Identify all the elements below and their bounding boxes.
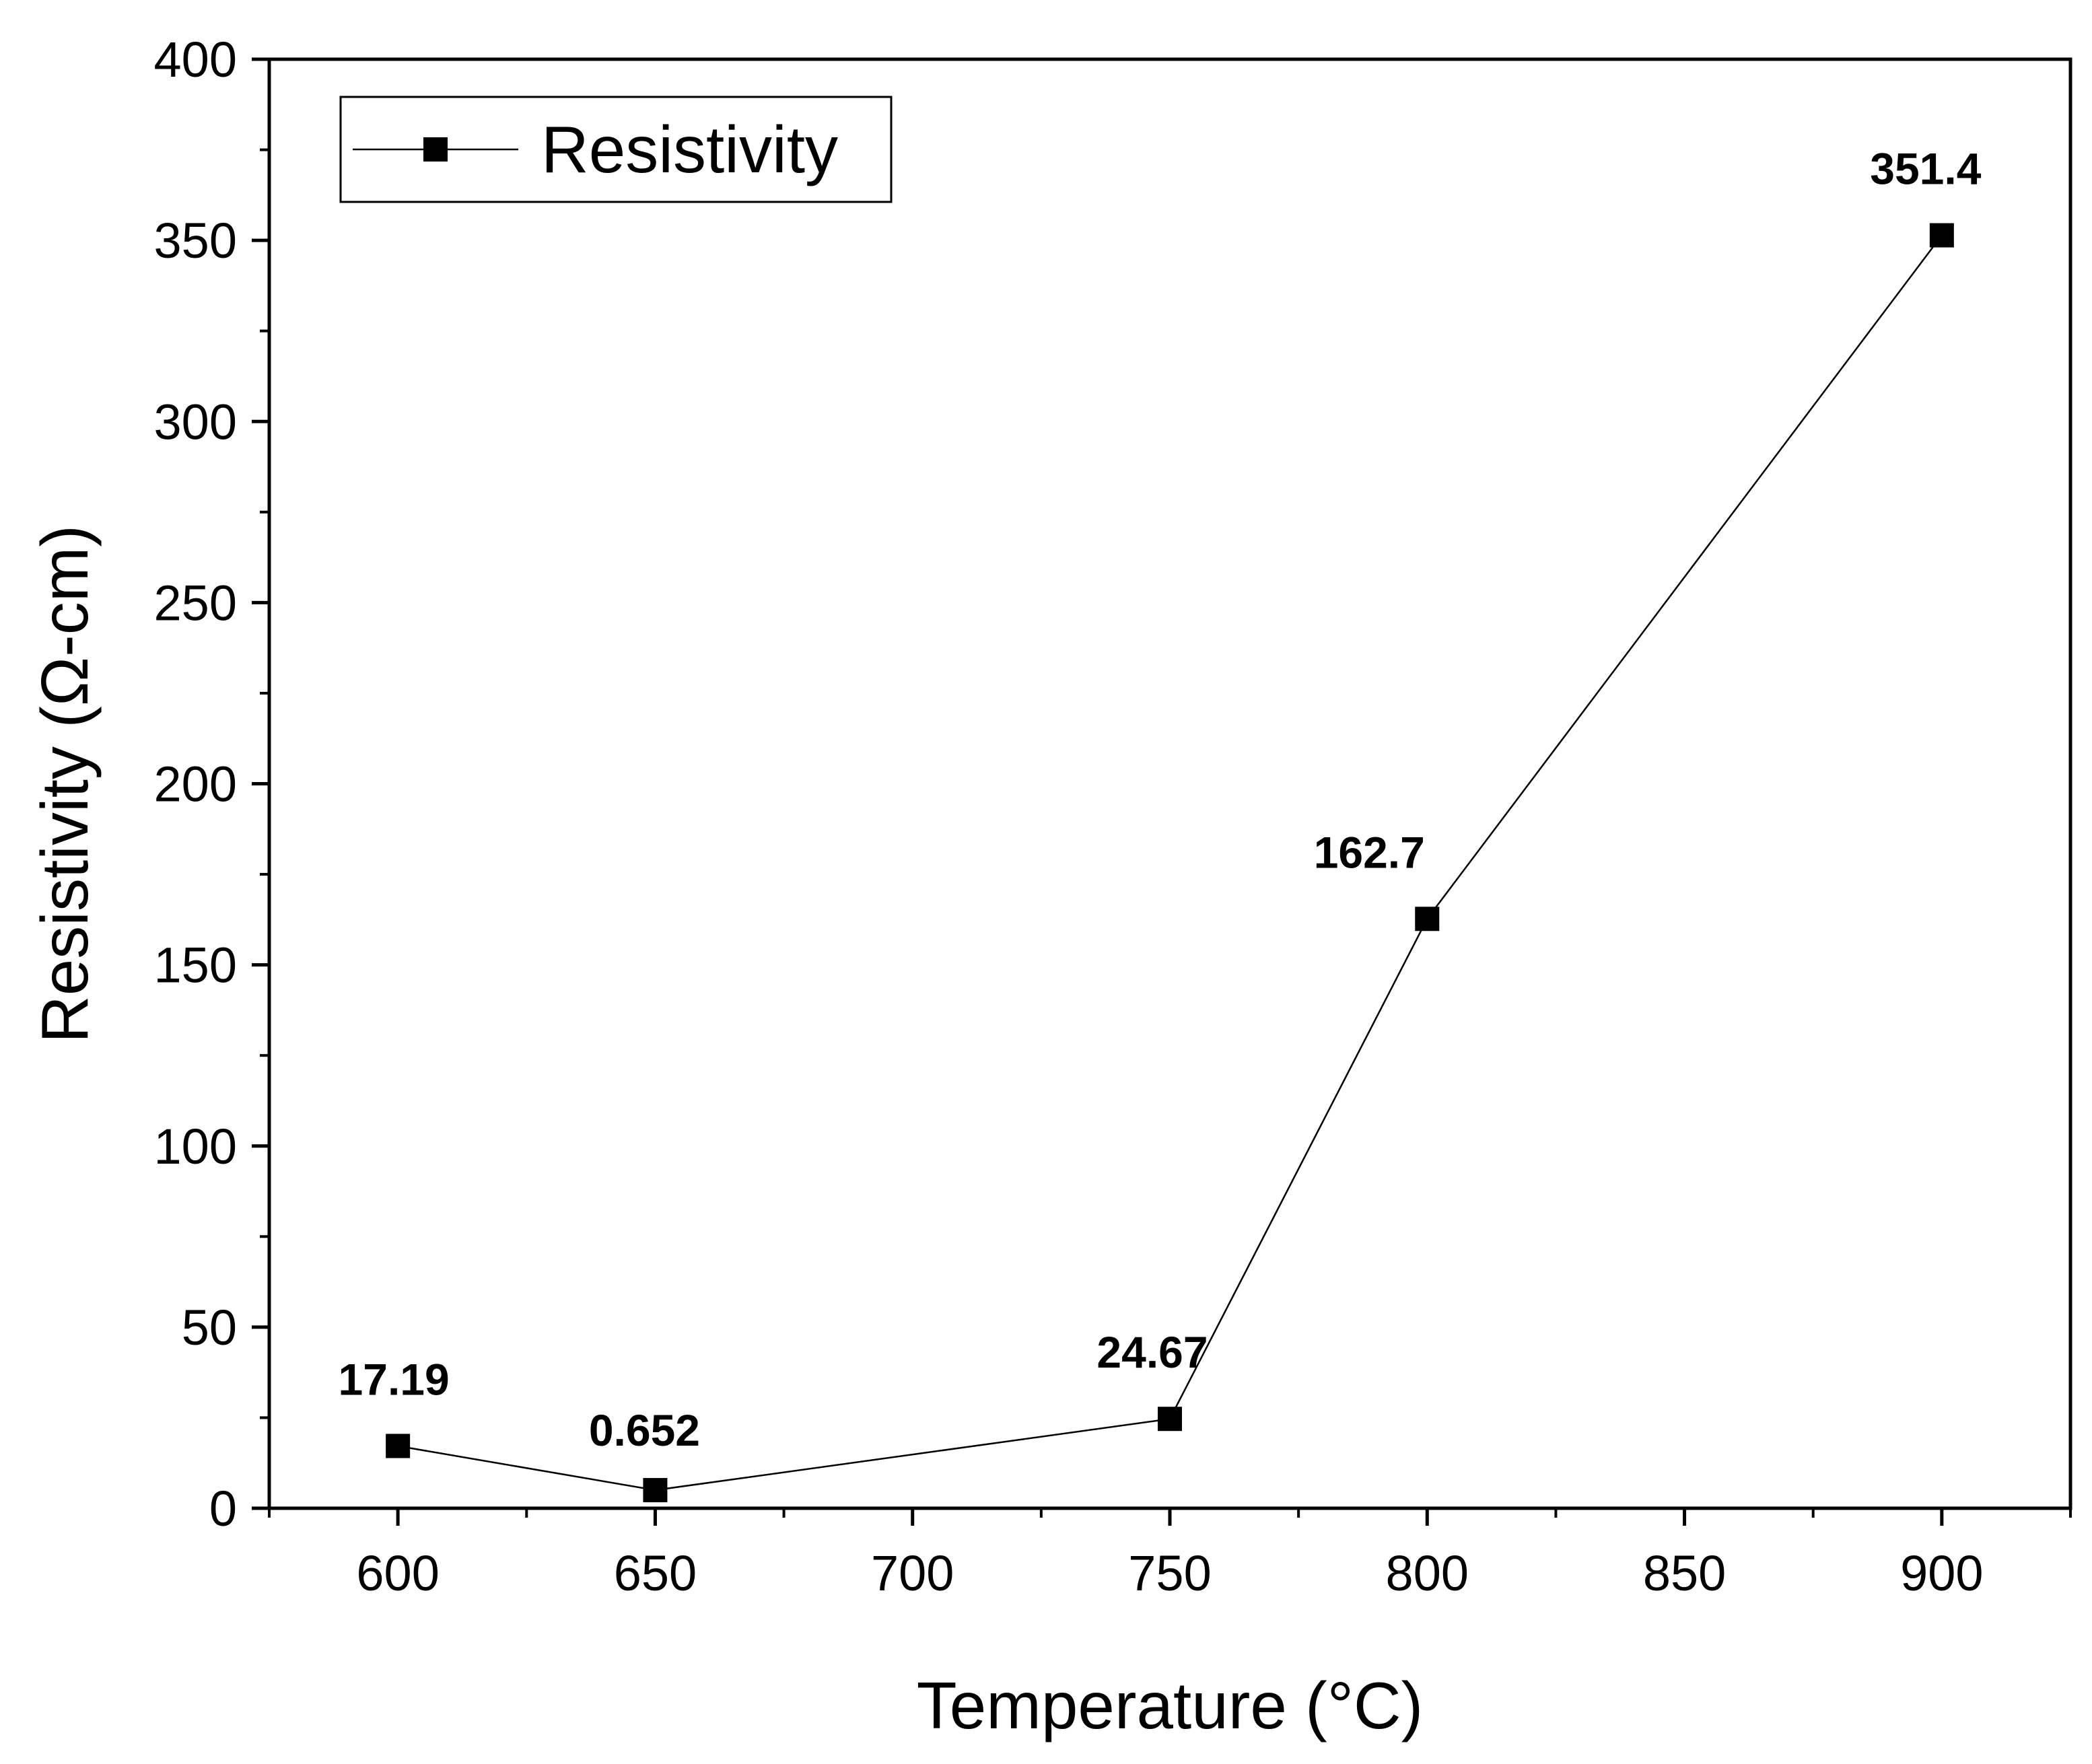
y-tick-label: 250 — [154, 575, 237, 631]
y-tick-label: 100 — [154, 1119, 237, 1174]
y-axis-ticks: 0 50 100 150 200 250 300 350 400 — [154, 32, 269, 1537]
x-tick-label: 600 — [356, 1545, 439, 1601]
data-label: 162.7 — [1314, 827, 1425, 877]
data-label: 24.67 — [1096, 1327, 1208, 1377]
y-tick-label: 400 — [154, 32, 237, 87]
y-axis-title: Resistivity (Ω-cm) — [28, 525, 102, 1043]
x-tick-label: 700 — [871, 1545, 954, 1601]
plot-frame — [267, 57, 2072, 1510]
x-tick-label: 800 — [1386, 1545, 1469, 1601]
y-tick-label: 350 — [154, 213, 237, 269]
data-point-marker — [1158, 1407, 1182, 1432]
data-point-marker — [1929, 223, 1954, 248]
series-line — [397, 234, 1943, 1491]
data-label: 351.4 — [1870, 144, 1981, 194]
axes: 0 50 100 150 200 250 300 350 400 600 650 700 750 800… — [154, 32, 2072, 1601]
y-tick-label: 50 — [182, 1300, 237, 1355]
y-tick-label: 300 — [154, 394, 237, 450]
y-tick-label: 200 — [154, 756, 237, 812]
data-point-marker — [643, 1478, 668, 1503]
data-point-marker — [1415, 907, 1440, 931]
legend-marker — [423, 137, 448, 162]
data-label: 17.19 — [339, 1354, 450, 1404]
y-tick-label: 150 — [154, 938, 237, 993]
x-axis-title: Temperature (°C) — [917, 1668, 1424, 1742]
data-label: 0.652 — [589, 1405, 700, 1455]
data-point-marker — [386, 1434, 411, 1458]
legend-label: Resistivity — [541, 112, 838, 186]
x-tick-label: 750 — [1128, 1545, 1211, 1601]
x-tick-label: 650 — [614, 1545, 697, 1601]
x-tick-label: 850 — [1643, 1545, 1726, 1601]
legend: Resistivity — [339, 96, 893, 203]
y-tick-label: 0 — [209, 1481, 237, 1537]
series-resistivity: 17.19 0.652 24.67 162.7 351.4 — [339, 144, 1982, 1503]
x-tick-label: 900 — [1900, 1545, 1983, 1601]
x-axis-ticks: 600 650 700 750 800 850 900 — [268, 1508, 2072, 1601]
